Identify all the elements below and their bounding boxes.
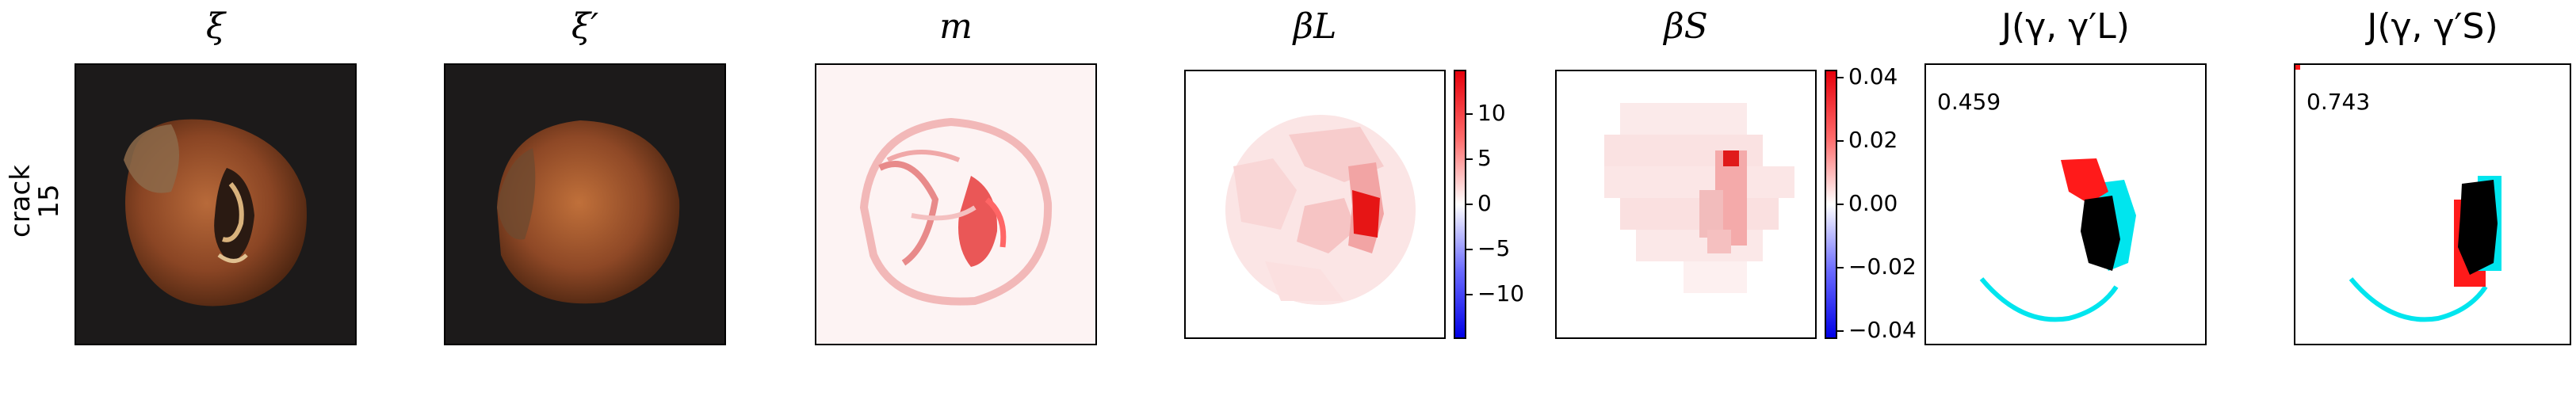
- beta-s-heatmap: [1604, 103, 1794, 293]
- overlap-mask-s: [2295, 65, 2501, 322]
- row-label-index: 15: [33, 184, 65, 219]
- panel-title-beta-l: βL: [1293, 6, 1337, 47]
- colorbar-tick-mark: [1837, 77, 1844, 78]
- colorbar-tick-label: 10: [1477, 100, 1506, 126]
- colorbar-tick-label: −0.02: [1848, 253, 1917, 280]
- colorbar-tick-mark: [1837, 204, 1844, 205]
- colorbar-tick-label: 0: [1477, 190, 1492, 216]
- panel-title-beta-s: βS: [1664, 6, 1708, 47]
- colorbar-tick-mark: [1466, 158, 1473, 160]
- image-xi-prime: [444, 63, 726, 345]
- colorbar-tick-mark: [1837, 140, 1844, 142]
- colorbar-tick-label: −5: [1477, 235, 1511, 261]
- colorbar-tick-label: −10: [1477, 280, 1525, 307]
- row-label-class: crack: [5, 165, 36, 238]
- jaccard-score-l: 0.459: [1937, 89, 2001, 115]
- image-m: [815, 63, 1097, 345]
- row-label: crack 15: [5, 165, 65, 238]
- colorbar-tick-label: 0.04: [1848, 63, 1898, 89]
- colorbar-tick-mark: [1466, 294, 1473, 295]
- colorbar-tick-label: −0.04: [1848, 317, 1917, 343]
- colorbar-tick-mark: [1466, 249, 1473, 250]
- image-beta-l: [1184, 70, 1446, 339]
- colorbar-beta-s: [1825, 70, 1837, 339]
- image-j-l: 0.459: [1924, 63, 2207, 345]
- panel-title-xi-prime: ξ′: [571, 6, 599, 47]
- panel-title-xi: ξ: [205, 6, 226, 47]
- image-beta-s: [1555, 70, 1817, 339]
- colorbar-tick-mark: [1837, 267, 1844, 268]
- colorbar-tick-label: 0.00: [1848, 190, 1898, 216]
- beta-l-heatmap: [1225, 115, 1416, 305]
- jaccard-score-s: 0.743: [2307, 89, 2371, 115]
- colorbar-tick-mark: [1837, 330, 1844, 332]
- colorbar-beta-l: [1454, 70, 1466, 339]
- image-j-s: 0.743: [2294, 63, 2571, 345]
- panel-title-j-l: J(γ, γ′L): [2001, 6, 2130, 47]
- panel-title-j-s: J(γ, γ′S): [2367, 6, 2498, 47]
- panel-title-m: m: [939, 6, 973, 47]
- image-xi: [75, 63, 357, 345]
- difference-map: [859, 117, 1053, 306]
- hazelnut-cracked-image: [124, 119, 307, 307]
- colorbar-tick-mark: [1466, 204, 1473, 205]
- hazelnut-normal-image: [497, 120, 680, 304]
- colorbar-tick-label: 0.02: [1848, 127, 1898, 153]
- colorbar-tick-mark: [1466, 113, 1473, 115]
- overlap-mask-l: [1979, 158, 2136, 322]
- colorbar-tick-label: 5: [1477, 145, 1492, 171]
